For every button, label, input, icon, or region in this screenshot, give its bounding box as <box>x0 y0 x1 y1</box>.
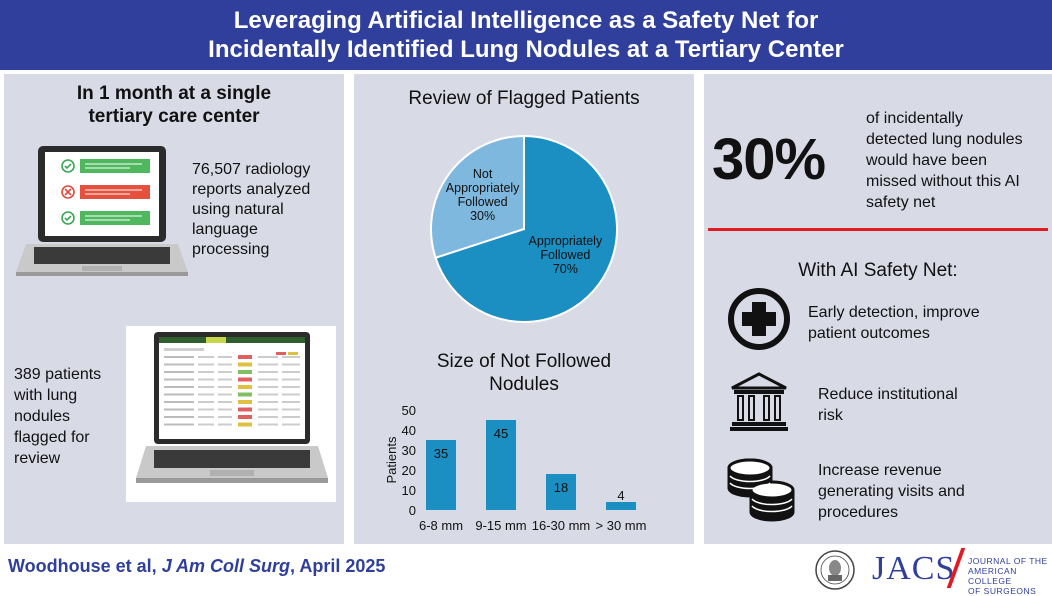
laptop-dashboard-icon <box>136 332 328 483</box>
laptop-checklist-icon <box>16 146 188 276</box>
bar-2 <box>546 474 576 510</box>
x-category-label: 6-8 mm <box>419 518 463 533</box>
college-seal-icon <box>815 550 855 590</box>
pie-title: Review of Flagged Patients <box>408 88 640 109</box>
coins-stack-icon <box>727 458 795 522</box>
left-heading: In 1 month at a single tertiary care cen… <box>76 83 272 127</box>
pie-slice-1 <box>430 134 525 259</box>
x-category-label: 9-15 mm <box>475 518 526 533</box>
pie-slice-0 <box>434 134 618 323</box>
y-tick-label: 30 <box>402 443 416 458</box>
bar-value-label: 35 <box>434 446 448 461</box>
pie-label-0: Appropriately Followed 70% <box>529 234 603 276</box>
x-category-label: > 30 mm <box>596 518 647 533</box>
medical-cross-icon <box>728 288 790 350</box>
left-panel: In 1 month at a single tertiary care cen… <box>4 74 344 544</box>
patients-text: 389 patients with lung nodules flagged f… <box>14 366 102 467</box>
jacs-subtitle: JOURNAL OF THE AMERICAN COLLEGE OF SURGE… <box>968 556 1048 596</box>
big-stat: 30% <box>712 127 826 192</box>
benefit-increase-revenue: Increase revenue generating visits and p… <box>818 462 965 521</box>
jacs-logo: JACS <box>872 550 956 587</box>
title-banner: Leveraging Artificial Intelligence as a … <box>0 0 1052 70</box>
stat-description: of incidentally detected lung nodules wo… <box>866 110 1023 211</box>
footer <box>0 546 1052 592</box>
benefit-reduce-risk: Reduce institutional risk <box>818 386 958 424</box>
y-tick-label: 10 <box>402 483 416 498</box>
bar-chart: 0 10 20 30 40 50 Patients 35 6-8 mm 45 9-15 mm 18 16… <box>384 403 647 533</box>
y-tick-label: 50 <box>402 403 416 418</box>
bar-title: Size of Not Followed Nodules <box>436 351 612 395</box>
title-line-2: Incidentally Identified Lung Nodules at … <box>208 36 844 63</box>
y-tick-label: 20 <box>402 463 416 478</box>
bar-value-label: 45 <box>494 426 508 441</box>
dashboard-rows <box>164 355 300 427</box>
laptop-screenshot-frame <box>126 326 336 502</box>
divider-line <box>708 228 1048 231</box>
y-axis-label: Patients <box>384 436 399 483</box>
institution-building-icon <box>730 372 788 431</box>
with-safety-net-title: With AI Safety Net: <box>798 260 958 281</box>
bar-3 <box>606 502 636 510</box>
middle-panel: Review of Flagged Patients Appropriately… <box>354 74 694 544</box>
benefit-early-detection: Early detection, improve patient outcome… <box>808 304 980 342</box>
x-category-label: 16-30 mm <box>532 518 591 533</box>
pie-chart: Appropriately Followed 70%Not Appropriately… <box>430 134 618 323</box>
title-line-1: Leveraging Artificial Intelligence as a … <box>233 7 819 34</box>
bar-value-label: 18 <box>554 480 568 495</box>
right-panel: 30% of incidentally detected lung nodule… <box>704 74 1052 544</box>
y-tick-label: 40 <box>402 423 416 438</box>
bar-value-label: 4 <box>617 488 624 503</box>
reports-text: 76,507 radiology reports analyzed using … <box>192 161 311 258</box>
pie-label-1: Not Appropriately Followed 30% <box>446 167 520 223</box>
bar-1 <box>486 420 516 510</box>
y-tick-label: 0 <box>409 503 416 518</box>
bar-0 <box>426 440 456 510</box>
citation: Woodhouse et al, J Am Coll Surg, April 2… <box>8 556 386 576</box>
